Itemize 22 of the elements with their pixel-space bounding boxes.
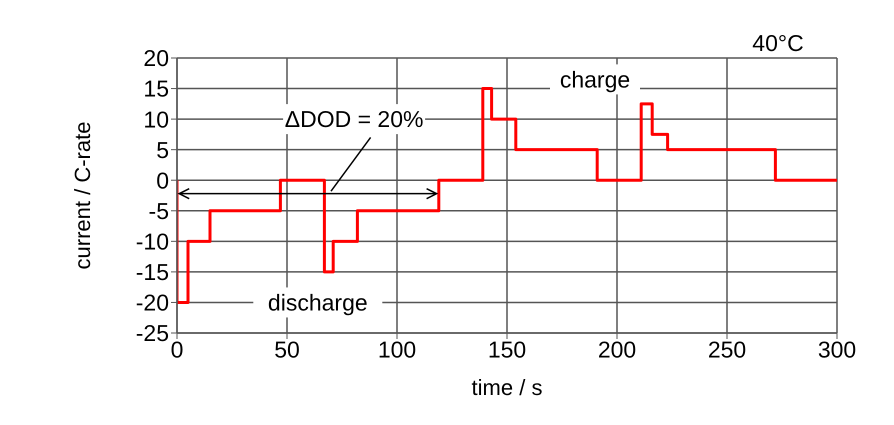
x-tick-label: 250 [708,336,746,362]
y-tick-label: -5 [148,198,169,224]
annotation: charge [560,66,630,92]
y-tick-label: 0 [156,167,169,194]
y-tick-label: 5 [156,136,169,163]
y-tick-label: 10 [143,106,169,132]
y-tick-label: -10 [136,228,169,254]
annotation: discharge [268,289,368,316]
x-tick-label: 300 [818,336,856,362]
annotation: ΔDOD = 20% [284,106,424,132]
y-axis-title: current / C-rate [70,122,95,270]
y-tick-label: 20 [143,45,169,72]
x-tick-label: 150 [488,336,526,362]
text: 40°C [752,30,804,56]
y-tick-label: 15 [143,76,169,102]
y-tick-label: -25 [136,320,169,346]
x-tick-label: 200 [598,336,636,362]
x-tick-label: 100 [378,336,416,362]
y-tick-label: -15 [136,259,169,286]
x-tick-label: 50 [274,336,300,362]
x-axis-title: time / s [472,375,542,400]
y-tick-label: -20 [136,290,169,316]
